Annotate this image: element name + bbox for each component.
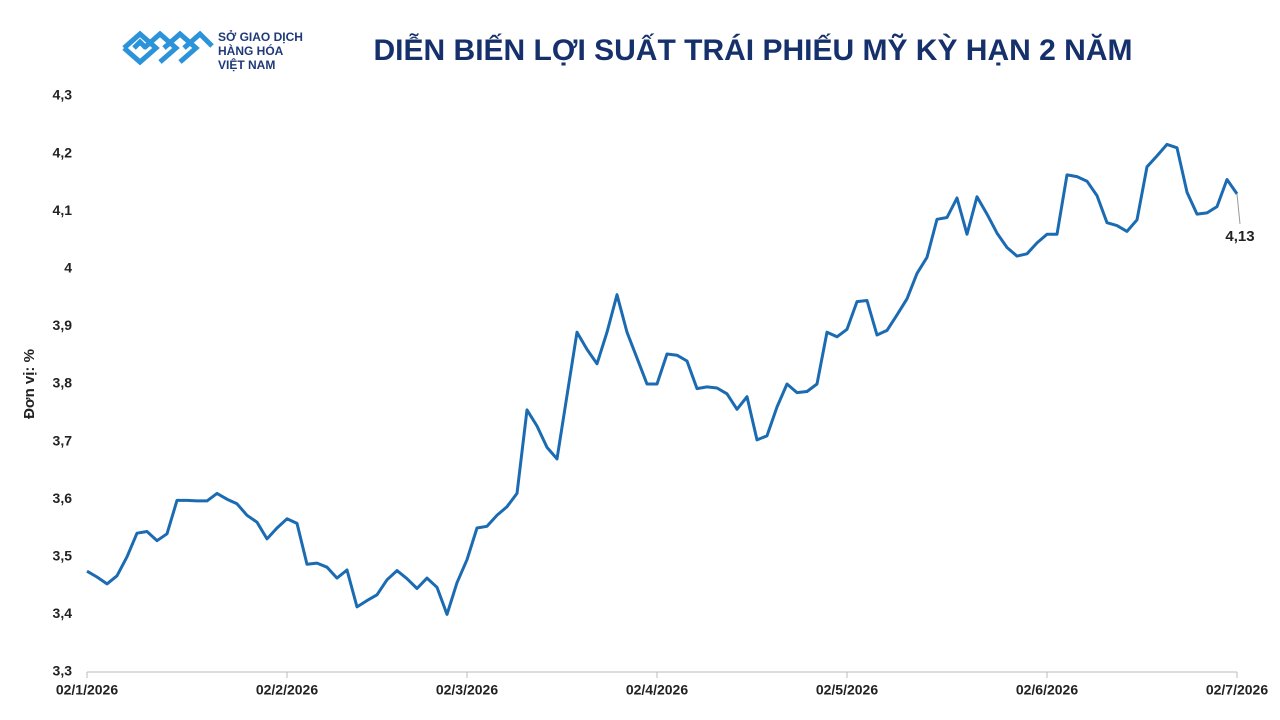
logo-text: HÀNG HÓA xyxy=(218,43,284,58)
chart-title: DIỄN BIẾN LỢI SUẤT TRÁI PHIẾU MỸ KỲ HẠN … xyxy=(374,33,1133,67)
label-leader xyxy=(1236,193,1241,224)
y-tick-label: 4,1 xyxy=(53,202,73,218)
y-tick-label: 3,8 xyxy=(53,375,73,391)
y-tick-label: 3,7 xyxy=(53,432,73,448)
y-tick-label: 3,9 xyxy=(53,317,73,333)
y-tick-label: 3,4 xyxy=(53,605,73,621)
data-line xyxy=(86,142,1239,616)
x-tick-label: 02/5/2026 xyxy=(816,682,878,698)
x-tick-label: 02/2/2026 xyxy=(256,682,318,698)
logo-text: SỞ GIAO DỊCH xyxy=(218,29,303,44)
y-tick-label: 3,3 xyxy=(53,663,73,679)
x-tick-label: 02/7/2026 xyxy=(1206,682,1268,698)
x-tick-label: 02/4/2026 xyxy=(626,682,688,698)
logo-text: VIỆT NAM xyxy=(218,57,275,72)
logo-mark xyxy=(122,30,214,66)
y-tick-label: 3,5 xyxy=(53,548,73,564)
y-tick-label: 4,3 xyxy=(53,87,73,103)
x-tick-label: 02/6/2026 xyxy=(1016,682,1078,698)
y-tick-label: 4 xyxy=(64,260,72,276)
x-tick-label: 02/1/2026 xyxy=(56,682,118,698)
data-label: 4,13 xyxy=(1225,228,1254,245)
y-tick-label: 4,2 xyxy=(53,144,73,160)
y-tick-label: 3,6 xyxy=(53,490,73,506)
x-tick-label: 02/3/2026 xyxy=(436,682,498,698)
y-axis-label: Đơn vị: % xyxy=(21,349,38,419)
